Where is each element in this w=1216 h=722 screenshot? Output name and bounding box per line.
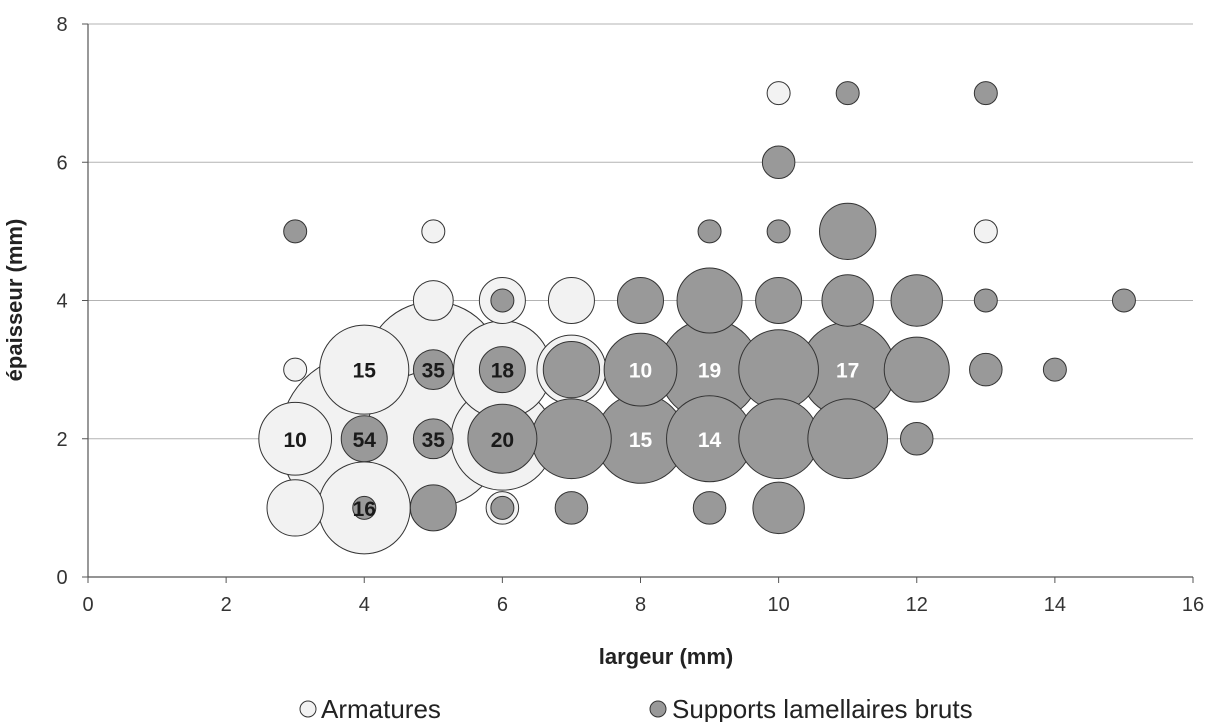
bubble-supports-7-2 bbox=[531, 398, 612, 480]
bubble-supports-10-4 bbox=[755, 277, 803, 324]
bubble-label-4-2: 54 bbox=[353, 429, 377, 452]
bubble-supports-8-3 bbox=[603, 332, 678, 407]
y-tick-label-4: 4 bbox=[56, 291, 67, 313]
x-tick-label-4: 4 bbox=[359, 594, 370, 616]
bubble-supports-5-1 bbox=[409, 484, 457, 532]
bubble-armatures-3-2 bbox=[258, 401, 333, 476]
bubble-supports-4-2 bbox=[340, 415, 388, 463]
series-supports bbox=[283, 81, 1136, 535]
x-axis-title: largeur (mm) bbox=[599, 644, 733, 669]
legend: Armatures Supports lamellaires bruts bbox=[299, 694, 973, 722]
bubble-armatures-4-3 bbox=[319, 324, 410, 415]
bubble-supports-9-1 bbox=[692, 491, 727, 525]
bubble-supports-6-3 bbox=[478, 346, 526, 394]
bubble-supports-8-4 bbox=[617, 277, 664, 324]
bubble-supports-10-6 bbox=[761, 145, 796, 180]
bubble-supports-11-5 bbox=[819, 202, 877, 261]
y-tick-label-6: 6 bbox=[56, 152, 67, 174]
bubble-labels: 10 15 16 54 35 35 18 20 10 15 19 14 17 bbox=[284, 360, 860, 521]
legend-label-armatures: Armatures bbox=[321, 694, 441, 722]
bubble-supports-14-3 bbox=[1042, 357, 1067, 382]
y-tick-label-8: 8 bbox=[56, 14, 67, 36]
y-tick-label-2: 2 bbox=[56, 429, 67, 451]
bubble-supports-6-2 bbox=[467, 403, 538, 474]
legend-marker-armatures bbox=[299, 700, 317, 718]
legend-label-supports: Supports lamellaires bruts bbox=[672, 694, 973, 722]
bubble-supports-4-1 bbox=[352, 495, 377, 520]
x-tick-label-8: 8 bbox=[635, 594, 646, 616]
x-tick-label-0: 0 bbox=[82, 594, 93, 616]
bubble-armatures-10-7 bbox=[766, 81, 791, 106]
legend-marker-supports bbox=[649, 700, 667, 718]
bubble-supports-12-3 bbox=[883, 336, 950, 403]
bubble-supports-6-1 bbox=[490, 495, 515, 520]
bubble-supports-5-2 bbox=[412, 418, 454, 460]
bubble-supports-7-1 bbox=[554, 491, 589, 525]
bubble-supports-12-2 bbox=[899, 421, 934, 456]
bubble-supports-13-7 bbox=[973, 81, 998, 106]
bubble-armatures-3-3 bbox=[283, 357, 308, 382]
bubble-supports-9-4 bbox=[676, 267, 743, 334]
bubble-supports-11-2 bbox=[807, 398, 889, 480]
bubble-armatures-3-1 bbox=[266, 479, 324, 537]
bubble-supports-10-1 bbox=[752, 481, 805, 535]
bubble-label-6-2: 20 bbox=[491, 429, 514, 452]
x-tick-labels: 0 2 4 6 8 10 12 14 16 bbox=[82, 577, 1204, 616]
bubble-label-9-2: 14 bbox=[698, 429, 722, 452]
x-tick-label-10: 10 bbox=[768, 594, 790, 616]
bubble-label-8-3: 10 bbox=[629, 360, 652, 383]
bubble-armatures-13-5 bbox=[973, 219, 998, 244]
bubble-supports-13-3 bbox=[969, 352, 1003, 387]
x-tick-label-16: 16 bbox=[1182, 594, 1204, 616]
y-tick-label-0: 0 bbox=[56, 567, 67, 589]
bubble-supports-12-4 bbox=[890, 274, 943, 327]
bubble-supports-7-3 bbox=[542, 340, 601, 399]
bubble-supports-5-3 bbox=[412, 349, 454, 391]
x-tick-label-12: 12 bbox=[906, 594, 928, 616]
x-tick-label-6: 6 bbox=[497, 594, 508, 616]
bubble-armatures-5-4 bbox=[412, 280, 454, 321]
bubble-label-5-3: 35 bbox=[422, 360, 446, 383]
bubble-supports-11-7 bbox=[835, 81, 860, 106]
bubble-label-5-2: 35 bbox=[422, 429, 446, 452]
bubble-label-6-3: 18 bbox=[491, 360, 515, 383]
bubble-label-8-2: 15 bbox=[629, 429, 653, 452]
y-axis-title: épaisseur (mm) bbox=[2, 219, 27, 382]
bubble-supports-10-2 bbox=[738, 398, 819, 480]
bubble-label-4-1: 16 bbox=[353, 498, 376, 521]
y-tick-labels: 0 2 4 6 8 bbox=[56, 14, 88, 589]
bubble-supports-9-5 bbox=[697, 219, 722, 244]
bubble-label-9-3: 19 bbox=[698, 360, 721, 383]
bubble-supports-6-4 bbox=[490, 288, 515, 313]
bubble-supports-15-4 bbox=[1111, 288, 1136, 313]
bubble-supports-13-4 bbox=[973, 288, 998, 313]
bubble-supports-10-5 bbox=[766, 219, 791, 244]
x-tick-label-14: 14 bbox=[1044, 594, 1066, 616]
bubble-supports-3-5 bbox=[283, 219, 308, 244]
bubble-label-3-2: 10 bbox=[284, 429, 307, 452]
bubble-armatures-5-5 bbox=[421, 219, 446, 244]
bubble-supports-10-3 bbox=[738, 329, 819, 410]
x-tick-label-2: 2 bbox=[221, 594, 232, 616]
bubble-label-11-3: 17 bbox=[836, 360, 859, 383]
bubble-supports-11-4 bbox=[821, 274, 874, 327]
bubble-armatures-7-4 bbox=[547, 277, 595, 324]
bubble-label-4-3: 15 bbox=[353, 360, 377, 383]
